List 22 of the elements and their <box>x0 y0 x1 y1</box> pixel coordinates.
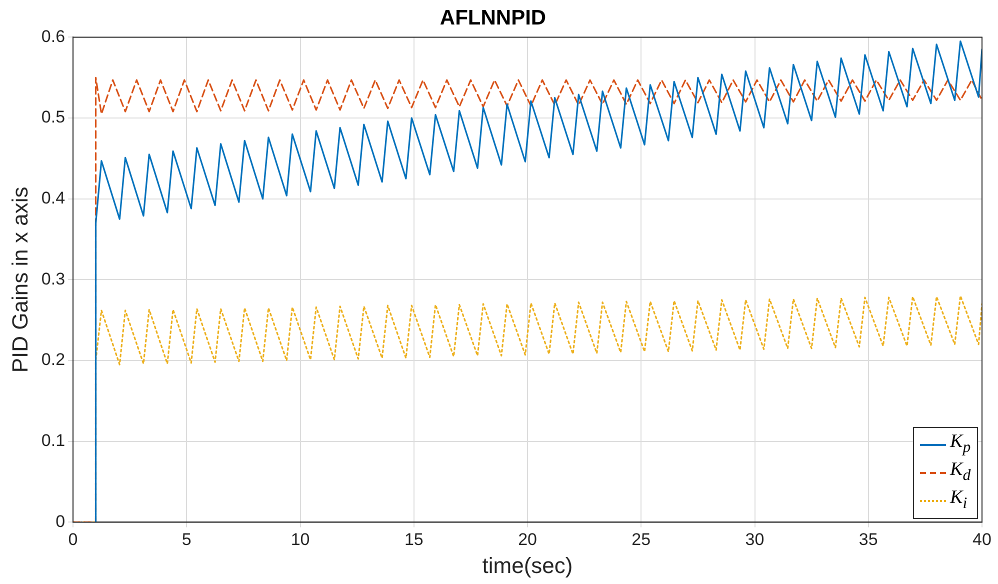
x-tick-label: 10 <box>290 530 310 550</box>
x-tick-label: 15 <box>404 530 424 550</box>
y-tick-label: 0.1 <box>41 431 66 450</box>
x-axis-title: time(sec) <box>482 552 573 578</box>
x-tick-label: 20 <box>518 530 537 550</box>
legend-label: K$_{p}$ <box>950 431 971 458</box>
x-tick-label: 30 <box>745 530 764 550</box>
legend-label: K$_{i}$ <box>950 486 968 514</box>
y-tick-label: 0.5 <box>41 108 66 127</box>
y-tick-label: 0.6 <box>41 26 66 46</box>
x-tick-label: 25 <box>632 530 651 550</box>
legend-label: K$_{d}$ <box>950 458 971 486</box>
x-tick-label: 35 <box>858 530 878 550</box>
x-tick-label: 5 <box>182 530 192 550</box>
y-tick-label: 0 <box>56 512 66 531</box>
y-tick-label: 0.2 <box>41 350 66 370</box>
y-tick-label: 0.3 <box>41 269 66 288</box>
x-tick-label: 0 <box>68 530 78 550</box>
y-axis-title: PID Gains in x axis <box>7 186 32 373</box>
chart-title: AFLNNPID <box>440 6 546 30</box>
x-tick-label: 40 <box>972 530 992 550</box>
y-tick-label: 0.4 <box>41 188 66 208</box>
